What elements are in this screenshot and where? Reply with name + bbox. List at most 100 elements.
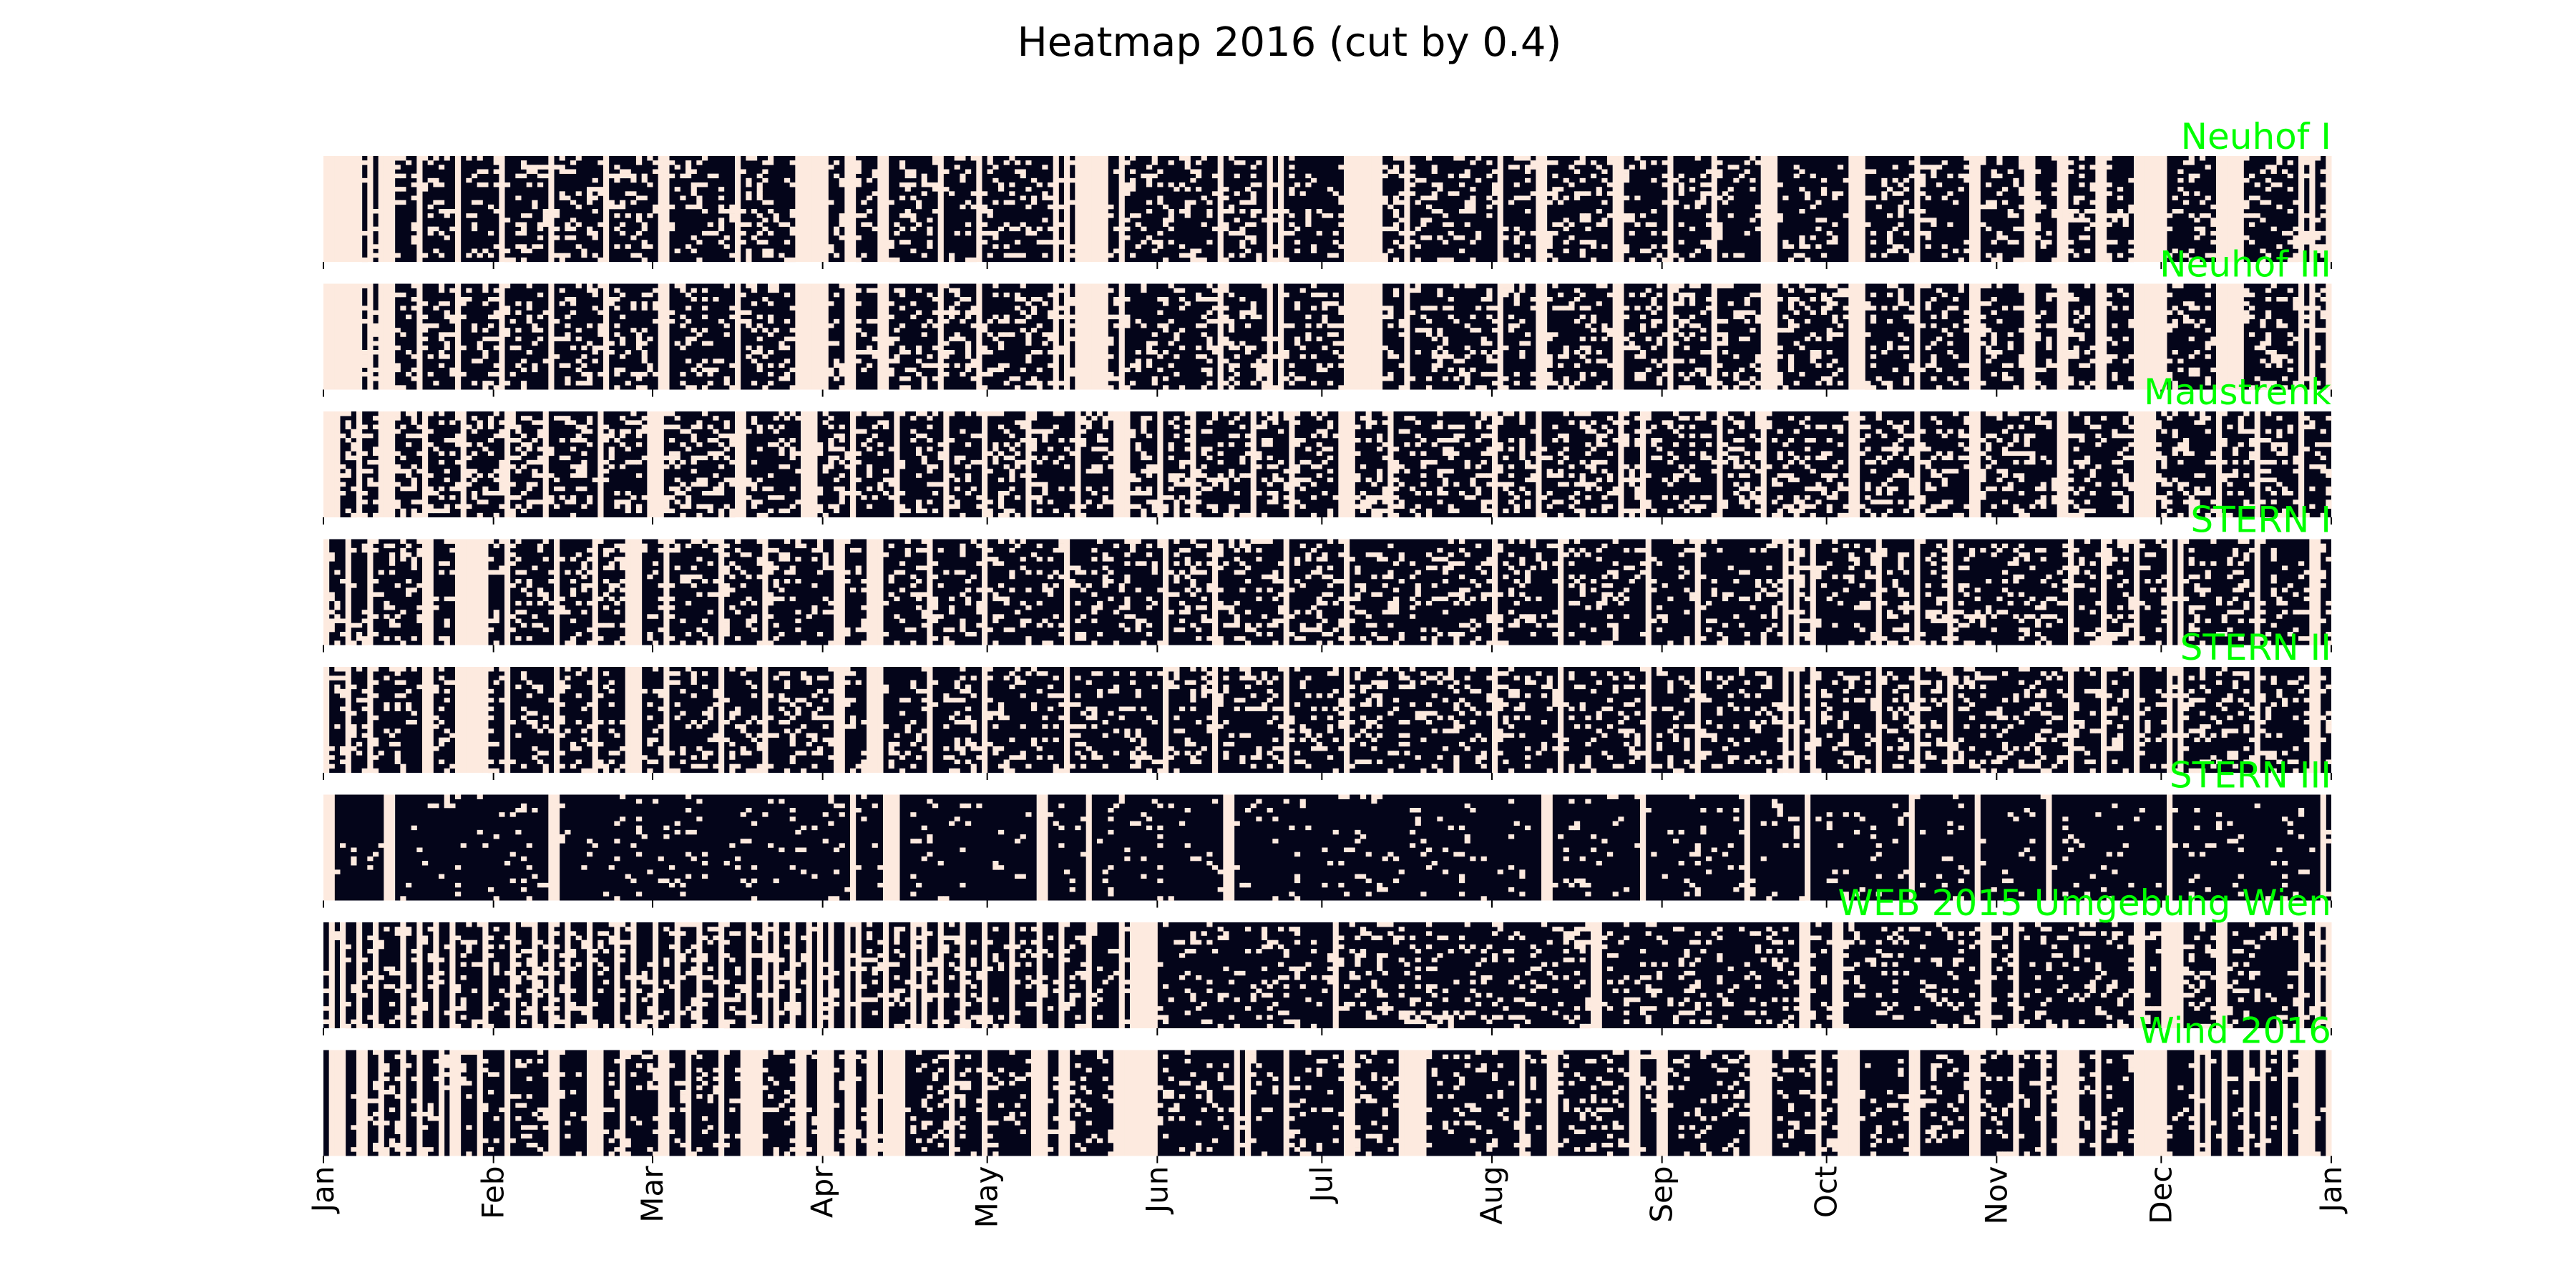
heatmap-cell: [521, 222, 527, 227]
heatmap-cell: [1443, 354, 1449, 359]
heatmap-cell: [1327, 477, 1334, 482]
heatmap-cell: [1393, 459, 1400, 465]
heatmap-cell: [1480, 385, 1487, 390]
heatmap-cell: [1437, 257, 1443, 263]
heatmap-cell: [1700, 240, 1707, 245]
heatmap-cell: [1174, 499, 1180, 504]
heatmap-cell: [1020, 367, 1026, 373]
heatmap-cell: [1936, 165, 1943, 170]
heatmap-cell: [636, 195, 643, 200]
heatmap-cell: [1854, 283, 1860, 390]
heatmap-cell: [1552, 306, 1558, 311]
heatmap-cell: [921, 508, 927, 514]
heatmap-cell: [1991, 257, 1997, 263]
heatmap-cell: [1782, 314, 1789, 320]
heatmap-cell: [1108, 451, 1114, 456]
heatmap-cell: [1727, 301, 1734, 306]
heatmap-cell: [482, 381, 489, 386]
heatmap-cell: [1986, 447, 1992, 452]
heatmap-cell: [1662, 160, 1668, 165]
heatmap-cell: [1755, 438, 1762, 443]
heatmap-cell: [1025, 332, 1032, 337]
heatmap-cell: [1585, 306, 1591, 311]
heatmap-cell: [2117, 459, 2124, 465]
heatmap-cell: [1360, 464, 1367, 469]
heatmap-cell: [987, 156, 993, 161]
heatmap-cell: [1810, 486, 1816, 492]
heatmap-cell: [416, 469, 423, 474]
heatmap-cell: [762, 240, 769, 245]
heatmap-cell: [1009, 376, 1015, 381]
heatmap-cell: [345, 508, 351, 514]
heatmap-cell: [976, 433, 982, 439]
heatmap-cell: [2172, 283, 2178, 288]
heatmap-cell: [1031, 416, 1038, 421]
heatmap-cell: [1996, 173, 2003, 179]
heatmap-cell: [2117, 195, 2124, 200]
heatmap-cell: [1821, 306, 1828, 311]
heatmap-cell: [937, 455, 944, 461]
heatmap-cell: [1881, 512, 1888, 518]
heatmap-cell: [449, 371, 456, 377]
heatmap-cell: [537, 226, 544, 232]
heatmap-cell: [1124, 191, 1131, 196]
heatmap-cell: [789, 455, 796, 461]
heatmap-cell: [1184, 459, 1191, 465]
heatmap-cell: [2051, 363, 2058, 368]
heatmap-cell: [1799, 240, 1805, 245]
heatmap-cell: [1805, 195, 1811, 200]
heatmap-cell: [466, 177, 472, 183]
heatmap-cell: [515, 447, 522, 452]
heatmap-cell: [1810, 512, 1816, 518]
heatmap-cell: [1338, 306, 1345, 311]
heatmap-cell: [2073, 200, 2079, 205]
heatmap-cell: [2007, 209, 2014, 214]
heatmap-cell: [834, 455, 840, 461]
heatmap-cell: [735, 156, 741, 262]
heatmap-cell: [1722, 411, 1729, 416]
heatmap-cell: [1991, 371, 1997, 377]
heatmap-cell: [1294, 182, 1301, 187]
heatmap-cell: [1651, 310, 1657, 315]
heatmap-cell: [493, 469, 499, 474]
heatmap-cell: [960, 318, 966, 324]
heatmap-cell: [1601, 504, 1608, 509]
heatmap-cell: [1596, 350, 1602, 355]
heatmap-cell: [1475, 328, 1482, 333]
heatmap-cell: [477, 341, 483, 346]
heatmap-cell: [1832, 292, 1838, 298]
heatmap-cell: [614, 204, 620, 210]
heatmap-cell: [1601, 169, 1608, 174]
heatmap-cell: [400, 486, 406, 492]
heatmap-cell: [1480, 508, 1487, 514]
heatmap-cell: [1135, 222, 1141, 227]
heatmap-cell: [1733, 354, 1740, 359]
heatmap-cell: [1031, 482, 1038, 487]
heatmap-cell: [1085, 420, 1092, 425]
heatmap-cell: [1206, 341, 1213, 346]
heatmap-cell: [1420, 459, 1427, 465]
heatmap-cell: [597, 160, 604, 165]
heatmap-cell: [1212, 482, 1219, 487]
heatmap-cell: [554, 354, 560, 359]
heatmap-cell: [2073, 318, 2079, 324]
heatmap-cell: [1464, 381, 1470, 386]
heatmap-cell: [340, 156, 346, 262]
heatmap-cell: [1986, 433, 1992, 439]
heatmap-cell: [1311, 244, 1317, 249]
heatmap-cell: [713, 473, 719, 478]
heatmap-cell: [1042, 429, 1048, 434]
heatmap-cell: [2040, 495, 2046, 500]
heatmap-cell: [1289, 222, 1295, 227]
heatmap-cell: [2177, 283, 2184, 288]
heatmap-cell: [2243, 156, 2250, 161]
heatmap-cell: [394, 499, 401, 504]
heatmap-cell: [1870, 306, 1877, 311]
heatmap-cell: [888, 200, 894, 205]
heatmap-cell: [691, 204, 697, 210]
heatmap-cell: [1744, 482, 1750, 487]
heatmap-cell: [1722, 459, 1729, 465]
heatmap-cell: [2013, 226, 2019, 232]
heatmap-cell: [1579, 177, 1586, 183]
heatmap-cell: [1151, 173, 1158, 179]
